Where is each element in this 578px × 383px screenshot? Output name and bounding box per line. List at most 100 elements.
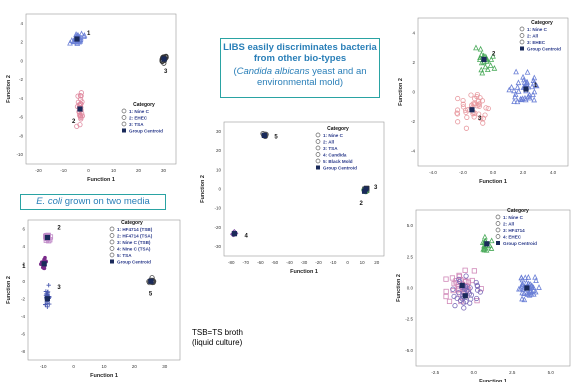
legend-marker (496, 215, 500, 219)
legend-entry: 2: HF4714 (TSA) (117, 234, 153, 239)
x-tick-label: -20 (35, 168, 42, 173)
legend-entry: 3: TSA (129, 122, 144, 127)
legend-title: Category (327, 126, 349, 132)
x-tick-label: 0 (346, 260, 349, 265)
data-point (444, 277, 448, 281)
legend-entry: 4: Candida (323, 153, 347, 158)
y-tick-label: 0.0 (407, 286, 414, 291)
group-centroid (74, 36, 79, 41)
data-point (469, 93, 473, 97)
x-tick-label: -10 (330, 260, 337, 265)
data-point (46, 283, 50, 287)
data-point (465, 115, 469, 119)
legend-entry: 2: All (323, 140, 334, 145)
x-tick-label: 0.0 (490, 170, 497, 175)
ecoli-callout-rest: grown on two media (62, 196, 150, 207)
group-label: 1 (87, 31, 91, 37)
group-centroid (262, 133, 267, 138)
legend-entry: 4: EHEC (503, 235, 522, 240)
x-tick-label: -60 (257, 260, 264, 265)
data-point (43, 256, 47, 260)
y-tick-label: -10 (16, 152, 23, 157)
data-point (469, 297, 473, 301)
x-axis-label: Function 1 (90, 373, 118, 379)
x-tick-label: 30 (162, 364, 168, 369)
y-tick-label: 0 (20, 58, 23, 63)
legend-marker (122, 116, 126, 120)
x-tick-label: 10 (360, 260, 366, 265)
data-point (456, 96, 460, 100)
tsb-note-line2: (liquid culture) (192, 338, 243, 348)
main-callout-subtitle: (Candida albicans yeast and an environme… (221, 66, 379, 88)
legend-entry: 3: Nine C (TSB) (117, 240, 151, 245)
group-label: 3 (374, 185, 378, 191)
legend-marker (110, 240, 114, 244)
x-tick-label: -20 (315, 260, 322, 265)
y-axis-label: Function 2 (200, 175, 206, 203)
y-tick-label: -6 (21, 331, 25, 336)
y-tick-label: 2 (412, 60, 415, 65)
y-tick-label: -4 (19, 96, 23, 101)
group-centroid (148, 279, 153, 284)
legend-marker (110, 227, 114, 231)
group-label: 1 (22, 264, 26, 270)
group-label: 3 (57, 285, 61, 291)
legend-entry: 1: Nine C (527, 27, 548, 32)
y-axis-label: Function 2 (6, 75, 12, 103)
data-point (447, 299, 451, 303)
legend-entry: 3: TSA (323, 146, 338, 151)
data-point (478, 47, 482, 51)
legend-marker (316, 153, 320, 157)
data-point (463, 268, 467, 272)
group-label: 2 (360, 201, 364, 207)
legend-entry: Group Centroid (129, 129, 163, 134)
group-centroid (45, 235, 50, 240)
y-axis-label: Function 2 (6, 276, 12, 304)
data-point (525, 70, 529, 74)
group-centroid (362, 189, 367, 194)
x-tick-label: -2.5 (431, 370, 439, 375)
legend-title: Category (121, 220, 143, 226)
legend-marker (496, 241, 500, 245)
y-tick-label: 0 (218, 187, 221, 192)
group-centroid (232, 231, 237, 236)
data-point (489, 238, 493, 242)
x-tick-label: -2.0 (459, 170, 467, 175)
data-point (474, 45, 478, 49)
legend-marker (316, 166, 320, 170)
tsb-note-line1: TSB=TS broth (192, 328, 243, 338)
plot-frame (416, 210, 570, 366)
group-centroid (484, 241, 489, 246)
y-tick-label: -20 (214, 225, 221, 230)
y-tick-label: 0 (412, 90, 415, 95)
x-tick-label: 10 (101, 364, 107, 369)
legend-entry: Group Centroid (527, 47, 561, 52)
data-point (514, 69, 518, 73)
data-point (444, 294, 448, 298)
y-tick-label: 4 (412, 30, 415, 35)
x-tick-label: 30 (161, 168, 167, 173)
x-tick-label: 0 (87, 168, 90, 173)
group-centroid (161, 56, 166, 61)
data-point (462, 306, 466, 310)
legend-marker (110, 253, 114, 257)
data-point (464, 126, 468, 130)
y-tick-label: -8 (21, 349, 25, 354)
group-centroid (463, 293, 468, 298)
y-tick-label: -10 (214, 206, 221, 211)
data-point (492, 66, 496, 70)
legend-entry: 1: Nine C (323, 133, 344, 138)
y-tick-label: 20 (216, 148, 222, 153)
data-point (507, 88, 511, 92)
data-point (453, 303, 457, 307)
y-tick-label: 4 (22, 244, 25, 249)
group-label: 2 (57, 226, 61, 232)
legend-marker (316, 133, 320, 137)
data-point (480, 71, 484, 75)
group-centroid (481, 57, 486, 62)
y-tick-label: 4 (20, 21, 23, 26)
group-label: 5 (149, 291, 153, 297)
x-tick-label: 5.0 (548, 370, 555, 375)
y-tick-label: 2.5 (407, 254, 414, 259)
legend-marker (122, 129, 126, 133)
